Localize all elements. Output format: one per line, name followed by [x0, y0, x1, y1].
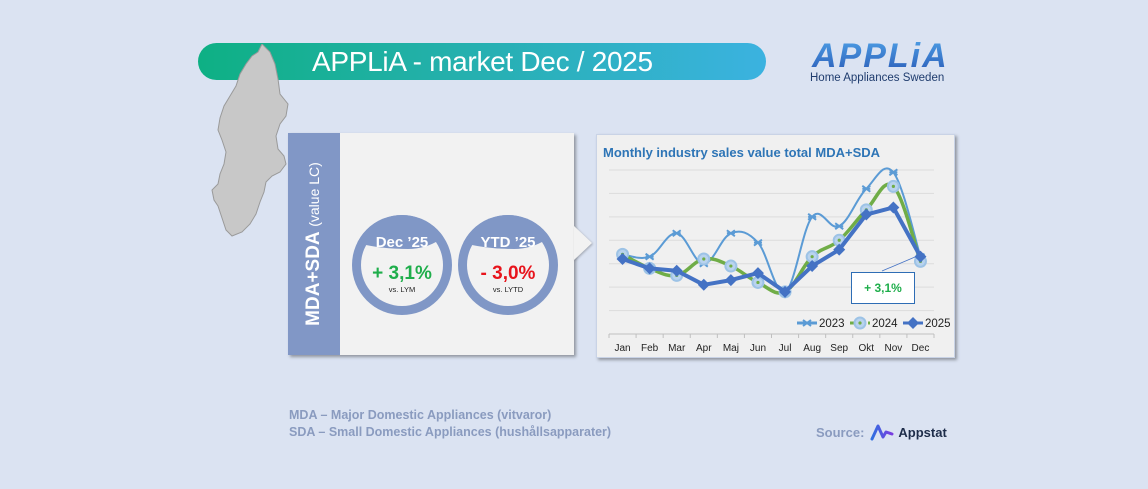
appstat-logo-icon — [870, 424, 894, 441]
kpi-bubble-value: - 3,0% — [480, 263, 536, 284]
x-tick-label: Jan — [614, 343, 630, 354]
x-tick-label: Jul — [779, 343, 792, 354]
chart-title: Monthly industry sales value total MDA+S… — [603, 145, 881, 160]
chart-annotation: + 3,1% — [851, 272, 915, 304]
kpi-side-label: MDA+SDA (value LC) — [303, 162, 325, 326]
annotation-arrow — [881, 256, 916, 272]
data-point-2023-Maj — [726, 229, 736, 238]
data-point-2023-Mar — [672, 229, 682, 238]
kpi-bubble-sub: vs. LYM — [388, 285, 416, 294]
data-point-2025-Jan — [616, 253, 629, 266]
data-point-2025-Okt — [860, 208, 873, 221]
source-brand: Appstat — [898, 424, 947, 440]
data-point-2025-Nov — [887, 201, 900, 214]
logo-mark: APPLiA — [810, 38, 960, 74]
data-point-2023-Sep — [834, 222, 844, 231]
footnote-mda: MDA – Major Domestic Appliances (vitvaro… — [289, 408, 552, 422]
x-tick-label: Dec — [912, 343, 930, 354]
kpi-bubble-label: Dec ’25 — [375, 234, 429, 251]
data-point-2024-Maj-dot — [729, 264, 733, 268]
x-tick-label: Sep — [830, 343, 848, 354]
data-point-2025-Mar — [670, 264, 683, 277]
x-tick-label: Okt — [859, 343, 875, 354]
title-banner — [198, 43, 766, 80]
applia-logo: APPLiA Home Appliances Sweden — [810, 38, 960, 84]
data-point-2023-Jun — [753, 238, 763, 247]
data-point-2024-Sep-dot — [837, 238, 841, 242]
x-tick-label: Mar — [668, 343, 686, 354]
data-point-2023-Feb — [645, 252, 655, 261]
source-label: Source: — [816, 424, 865, 440]
kpi-bubble-value: + 3,1% — [372, 263, 432, 284]
kpi-card: MDA+SDA (value LC) Dec ’25 + 3,1% vs. LY… — [288, 133, 574, 355]
data-point-2025-Dec — [914, 250, 927, 263]
x-tick-label: Nov — [884, 343, 902, 354]
legend-marker-2024-dot — [858, 321, 862, 325]
data-point-2025-Maj — [724, 274, 737, 287]
legend-label-2025: 2025 — [925, 318, 951, 330]
x-tick-label: Maj — [723, 343, 739, 354]
data-point-2025-Apr — [697, 278, 710, 291]
data-point-2023-Nov — [888, 168, 898, 177]
data-point-2025-Sep — [833, 243, 846, 256]
line-chart: Jan Feb Mar Apr Maj Jun Jul Aug Sep Okt Nov Dec 2023… — [608, 167, 951, 354]
page-title: APPLiA - market Dec / 2025 — [312, 46, 653, 77]
chart-card: Monthly industry sales value total MDA+S… — [596, 134, 955, 358]
data-point-2024-Nov-dot — [891, 184, 895, 188]
data-point-2024-Aug-dot — [810, 255, 814, 259]
data-point-2023-Aug — [807, 213, 817, 221]
data-point-2025-Aug — [806, 260, 819, 273]
data-point-2024-Jun-dot — [756, 280, 760, 285]
kpi-side-label-main: MDA+SDA — [303, 232, 324, 326]
data-point-2025-Jul — [779, 285, 792, 298]
logo-subtitle: Home Appliances Sweden — [810, 72, 945, 84]
legend-label-2023: 2023 — [819, 318, 845, 330]
data-point-2025-Jun — [751, 267, 764, 280]
kpi-bubble-sub: vs. LYTD — [492, 285, 524, 294]
footnotes: MDA – Major Domestic Appliances (vitvaro… — [289, 407, 611, 441]
footnote-sda: SDA – Small Domestic Appliances (hushåll… — [289, 425, 612, 439]
legend-marker-2025 — [907, 317, 919, 329]
kpi-bubble-label: YTD ’25 — [480, 234, 536, 251]
x-tick-label: Aug — [803, 343, 821, 354]
kpi-bubble-ytd: YTD ’25 - 3,0% vs. LYTD — [458, 215, 558, 315]
data-point-2023-Okt — [861, 184, 871, 193]
kpi-side-label-sub: (value LC) — [306, 162, 322, 227]
data-point-2025-Feb — [643, 262, 656, 275]
data-point-2024-Apr-dot — [702, 257, 706, 261]
legend-label-2024: 2024 — [872, 318, 898, 330]
source: Source: Appstat — [816, 423, 947, 441]
x-tick-label: Jun — [750, 343, 766, 354]
callout-pointer — [574, 226, 592, 260]
kpi-side-panel: MDA+SDA (value LC) — [288, 133, 340, 355]
x-tick-label: Feb — [641, 343, 659, 354]
kpi-bubble-month: Dec ’25 + 3,1% vs. LYM — [352, 215, 452, 315]
x-tick-label: Apr — [696, 343, 712, 354]
legend-marker-2023 — [802, 319, 812, 327]
